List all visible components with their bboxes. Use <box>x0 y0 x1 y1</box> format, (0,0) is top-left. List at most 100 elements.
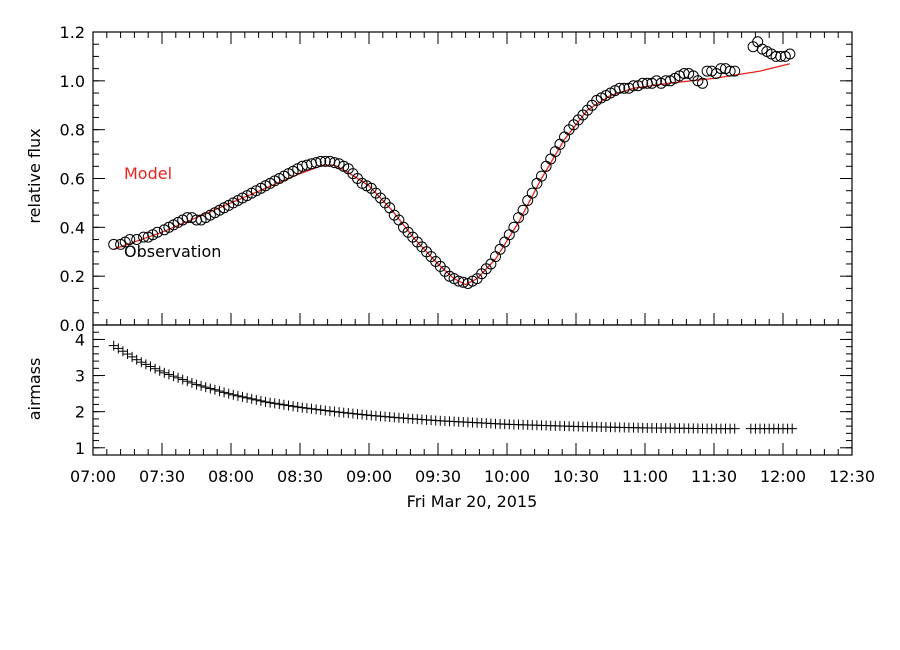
airmass-point <box>219 387 230 398</box>
airmass-point <box>269 398 280 409</box>
flux-y-tick-label: 1.2 <box>60 23 85 42</box>
airmass-point <box>265 397 276 408</box>
x-tick-label: 07:00 <box>70 467 116 486</box>
legend-label-model: Model <box>124 164 172 183</box>
x-tick-label: 10:30 <box>553 467 599 486</box>
x-tick-label: 11:30 <box>691 467 737 486</box>
observation-point <box>526 187 538 199</box>
observation-point <box>729 65 741 77</box>
observation-point <box>784 48 796 60</box>
airmass-point <box>306 403 317 414</box>
airmass-y-axis-title: airmass <box>25 358 44 421</box>
observation-point <box>517 204 529 216</box>
airmass-point <box>223 388 234 399</box>
observation-point <box>536 170 547 182</box>
airmass-point <box>301 403 312 414</box>
airmass-y-ticks: 1 2 3 4 <box>75 330 852 458</box>
airmass-series <box>108 340 798 434</box>
flux-y-tick-label: 0.6 <box>60 170 85 189</box>
airmass-point <box>140 359 151 370</box>
airmass-point <box>177 374 188 385</box>
airmass-point <box>186 377 197 388</box>
airmass-point <box>200 382 211 393</box>
airmass-point <box>113 343 124 354</box>
x-tick-label: 12:00 <box>760 467 806 486</box>
legend-label-observation: Observation <box>124 242 221 261</box>
airmass-point <box>209 384 220 395</box>
airmass-point <box>196 380 207 391</box>
airmass-point <box>242 392 253 403</box>
airmass-point <box>131 354 142 365</box>
airmass-point <box>117 346 128 357</box>
flux-y-tick-label: 1.0 <box>60 72 85 91</box>
airmass-point <box>150 363 161 374</box>
observation-point <box>637 77 649 89</box>
airmass-point <box>297 402 308 413</box>
observation-point <box>490 251 501 263</box>
observation-point <box>315 155 327 167</box>
airmass-point <box>122 349 133 360</box>
airmass-point <box>729 423 740 434</box>
airmass-panel: 1 2 3 4 07:00 07:30 08:00 08:30 09:00 09:30 10:00… <box>25 32 875 511</box>
airmass-point <box>127 351 138 362</box>
airmass-point <box>311 404 322 415</box>
flux-y-tick-label: 0.8 <box>60 121 85 140</box>
airmass-point <box>237 391 248 402</box>
observation-series <box>108 36 796 289</box>
observation-point <box>131 234 143 245</box>
x-tick-label: 09:00 <box>346 467 392 486</box>
airmass-point <box>168 371 179 382</box>
airmass-point <box>173 372 184 383</box>
x-tick-label: 11:00 <box>622 467 668 486</box>
flux-panel: 0.0 0.2 0.4 0.6 0.8 1.0 1.2 relative flux Mode… <box>25 23 853 335</box>
airmass-point <box>159 367 170 378</box>
observation-point <box>770 50 782 62</box>
observation-point <box>124 234 136 245</box>
airmass-point <box>205 383 216 394</box>
airmass-point <box>274 399 285 410</box>
observation-point <box>457 276 469 288</box>
airmass-point <box>214 386 225 397</box>
x-tick-label: 12:30 <box>829 467 875 486</box>
airmass-point <box>228 389 239 400</box>
x-tick-label: 09:30 <box>415 467 461 486</box>
airmass-point <box>315 404 326 415</box>
airmass-point <box>145 361 156 372</box>
airmass-point <box>283 400 294 411</box>
flux-y-tick-label: 0.2 <box>60 267 85 286</box>
observation-point <box>108 238 120 250</box>
airmass-y-tick-label: 2 <box>75 403 85 422</box>
observation-point <box>724 65 736 77</box>
airmass-point <box>260 396 271 407</box>
x-axis-title: Fri Mar 20, 2015 <box>407 492 538 511</box>
airmass-y-tick-label: 4 <box>75 330 85 349</box>
x-tick-label: 08:30 <box>277 467 323 486</box>
airmass-point <box>182 376 193 387</box>
observation-point <box>614 82 626 94</box>
airmass-point <box>154 365 165 376</box>
x-tick-label: 10:00 <box>484 467 530 486</box>
airmass-panel-frame <box>92 324 853 456</box>
x-tick-label: 07:30 <box>139 467 185 486</box>
observation-point <box>697 77 708 89</box>
x-tick-label: 08:00 <box>208 467 254 486</box>
airmass-point <box>324 406 335 417</box>
airmass-plot-frame <box>92 324 853 456</box>
airmass-point <box>163 369 174 380</box>
observation-point <box>319 155 331 167</box>
flux-y-tick-label: 0.0 <box>60 316 85 335</box>
observation-point <box>151 226 163 238</box>
airmass-point <box>191 379 202 390</box>
time-x-ticks: 07:00 07:30 08:00 08:30 09:00 09:30 10:00 10:30… <box>70 32 875 486</box>
airmass-point <box>136 357 147 368</box>
flux-y-axis-title: relative flux <box>25 128 44 223</box>
flux-y-ticks: 0.0 0.2 0.4 0.6 0.8 1.0 1.2 <box>60 23 852 335</box>
flux-y-tick-label: 0.4 <box>60 218 85 237</box>
airmass-point <box>108 340 119 351</box>
airmass-point <box>246 393 257 404</box>
observation-point <box>508 221 520 233</box>
airmass-point <box>232 390 243 401</box>
airmass-point <box>255 395 266 406</box>
airmass-point <box>787 423 798 434</box>
